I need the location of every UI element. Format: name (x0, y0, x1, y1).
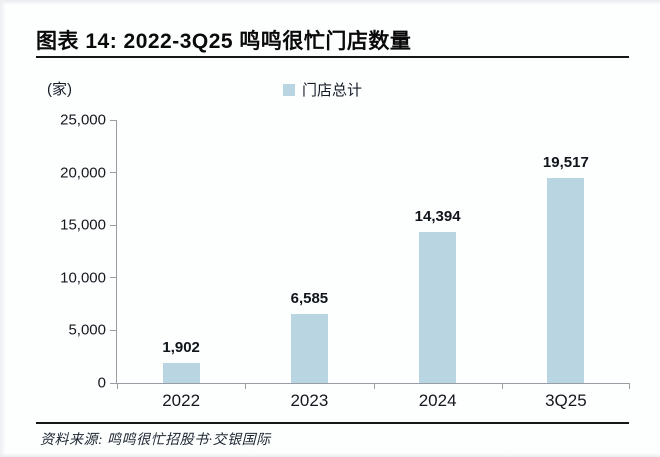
y-tick-label: 20,000 (60, 164, 106, 182)
bar-value-label: 1,902 (162, 339, 200, 356)
x-tick-label: 2022 (162, 391, 201, 410)
figure-title: 图表 14: 2022-3Q25 鸣鸣很忙门店数量 (36, 30, 412, 53)
source-note: 资料来源: 鸣鸣很忙招股书·交银国际 (40, 433, 271, 448)
source-divider (36, 422, 629, 424)
x-tick-mark (501, 384, 503, 389)
x-tick-mark (373, 384, 375, 389)
legend-swatch-icon (283, 83, 295, 96)
bar-chart-plot-area: 0 5,000 10,000 15,000 20,000 25,000 1,902 2022 6… (60, 112, 630, 410)
x-tick-mark (629, 384, 630, 389)
bar-value-label: 14,394 (414, 207, 461, 225)
y-tick-label: 5,000 (68, 321, 106, 339)
x-tick-mark (117, 384, 118, 389)
y-axis-unit-label: (家) (47, 81, 72, 98)
y-tick-mark (110, 119, 116, 121)
bar-3Q25 (547, 177, 585, 383)
x-tick-label: 2023 (290, 391, 329, 410)
y-tick-mark (110, 382, 116, 384)
y-tick-mark (110, 329, 116, 331)
bar-2022 (162, 363, 200, 383)
y-tick-label: 25,000 (60, 111, 106, 129)
bar-2023 (290, 313, 328, 383)
y-tick-mark (110, 277, 116, 279)
page-edge-top (0, 0, 660, 5)
title-divider (36, 56, 629, 58)
page-edge-left (0, 0, 6, 457)
bar-value-label: 6,585 (290, 289, 329, 307)
x-tick-mark (245, 384, 247, 389)
bar-2024 (419, 231, 457, 383)
x-tick-label: 2024 (418, 391, 457, 410)
y-tick-label: 15,000 (60, 216, 106, 234)
bar-value-label: 19,517 (542, 153, 589, 171)
y-tick-mark (110, 224, 116, 226)
x-tick-label: 3Q25 (545, 391, 587, 410)
legend-label: 门店总计 (302, 82, 363, 99)
legend: 门店总计 (283, 79, 362, 100)
page-edge-bottom (0, 453, 660, 457)
y-tick-label: 0 (97, 374, 106, 392)
y-tick-label: 10,000 (60, 269, 106, 287)
y-tick-mark (110, 172, 116, 174)
